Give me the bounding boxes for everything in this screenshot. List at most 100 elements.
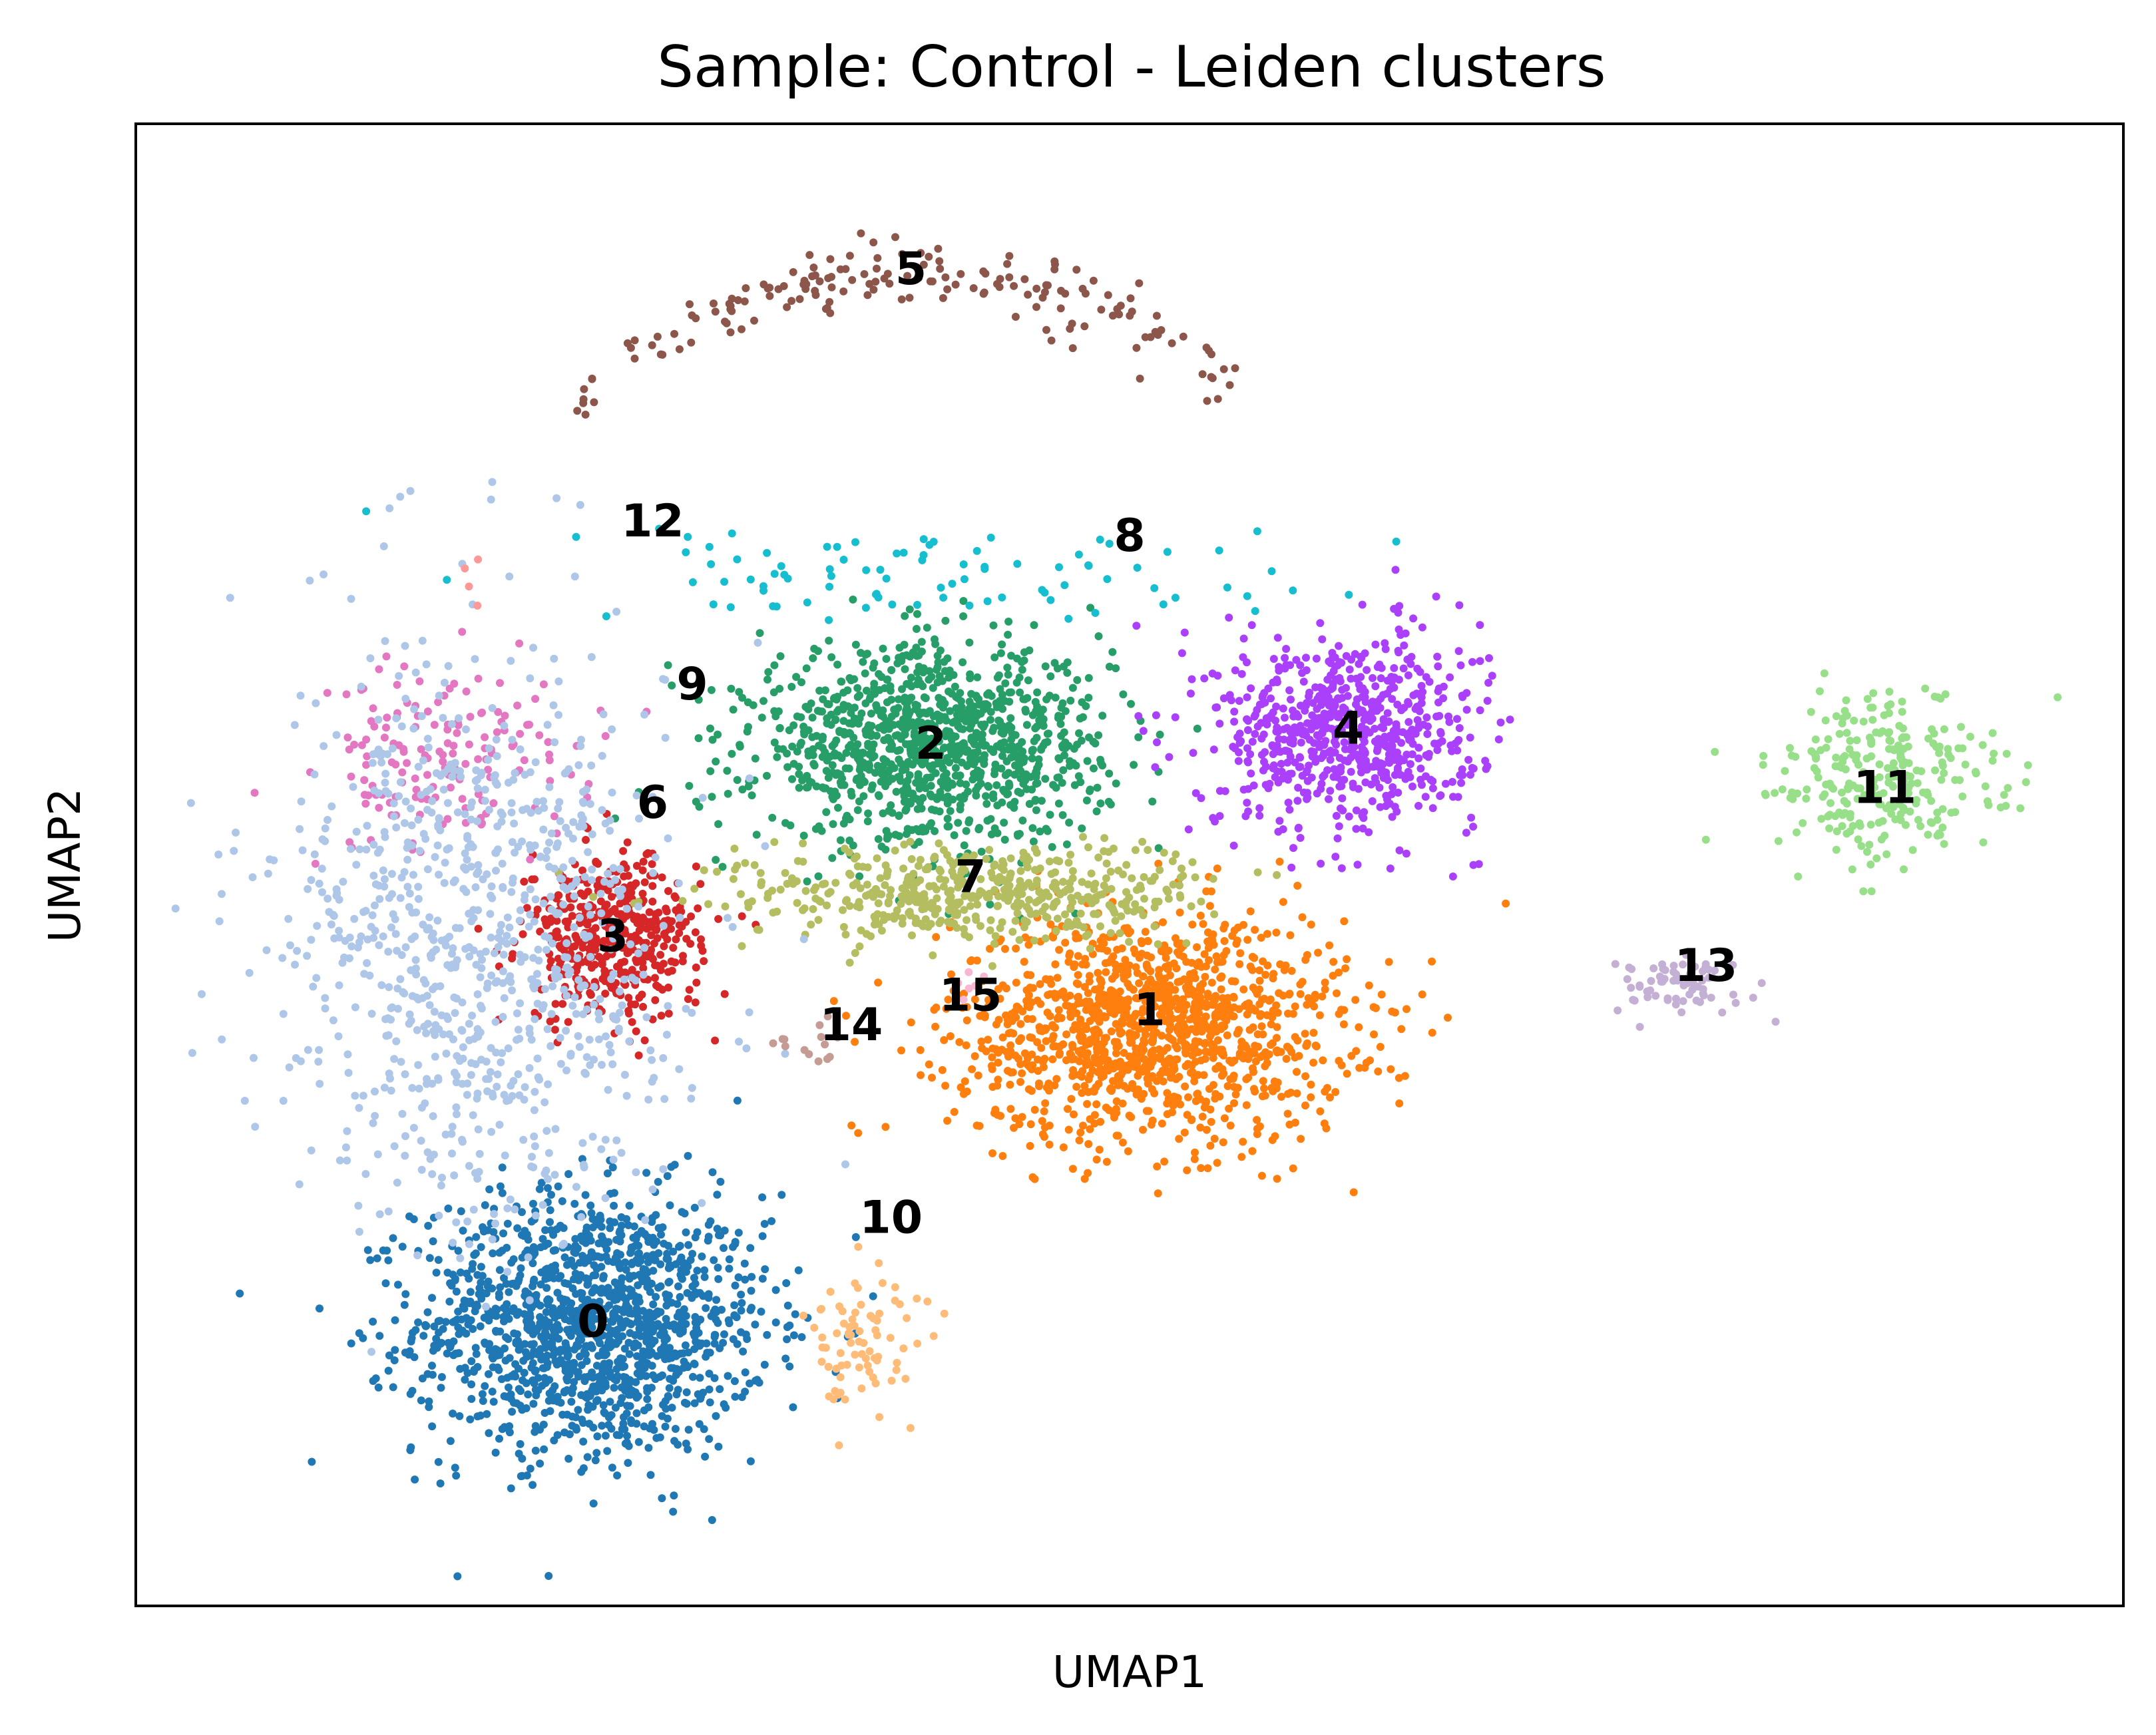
point-cluster-1 bbox=[917, 1071, 925, 1079]
point-cluster-2 bbox=[776, 652, 785, 660]
point-cluster-0 bbox=[705, 1435, 714, 1444]
point-cluster-2 bbox=[797, 678, 805, 687]
point-cluster-1 bbox=[1163, 1099, 1172, 1108]
point-cluster-0 bbox=[627, 1377, 636, 1386]
point-cluster-2 bbox=[931, 769, 940, 777]
point-cluster-0 bbox=[679, 1349, 688, 1358]
point-cluster-1 bbox=[1068, 1165, 1077, 1173]
point-cluster-1 bbox=[1084, 1140, 1093, 1148]
point-cluster-4 bbox=[1253, 722, 1262, 731]
point-cluster-0 bbox=[579, 1438, 588, 1446]
point-cluster-0 bbox=[541, 1265, 550, 1274]
point-cluster-2 bbox=[931, 827, 939, 835]
point-cluster-0 bbox=[705, 1385, 714, 1394]
point-cluster-0 bbox=[524, 1390, 533, 1399]
point-cluster-1 bbox=[1069, 1066, 1078, 1074]
point-cluster-1 bbox=[1144, 937, 1152, 946]
point-cluster-1 bbox=[1085, 977, 1094, 986]
point-cluster-0 bbox=[636, 1332, 645, 1340]
point-cluster-1 bbox=[1319, 1056, 1327, 1065]
point-cluster-1 bbox=[1130, 945, 1138, 954]
point-cluster-3 bbox=[638, 889, 647, 898]
point-cluster-2 bbox=[947, 741, 956, 750]
point-cluster-1 bbox=[1088, 1087, 1097, 1095]
point-cluster-1 bbox=[1251, 1042, 1259, 1050]
point-cluster-0 bbox=[537, 1332, 546, 1341]
point-cluster-2 bbox=[1016, 760, 1024, 769]
point-cluster-1 bbox=[1067, 1095, 1076, 1103]
point-cluster-1 bbox=[1092, 1029, 1100, 1038]
point-cluster-0 bbox=[642, 1337, 651, 1346]
point-cluster-1 bbox=[1235, 960, 1244, 968]
point-cluster-0 bbox=[570, 1275, 578, 1284]
point-cluster-0 bbox=[714, 1318, 722, 1327]
point-cluster-4 bbox=[1408, 750, 1416, 759]
point-cluster-4 bbox=[1376, 803, 1385, 811]
point-cluster-2 bbox=[793, 712, 801, 721]
point-cluster-0 bbox=[463, 1297, 471, 1306]
point-cluster-2 bbox=[881, 845, 890, 854]
point-cluster-2 bbox=[947, 750, 956, 759]
point-cluster-1 bbox=[1175, 1073, 1184, 1081]
point-cluster-1 bbox=[1173, 1024, 1182, 1033]
point-cluster-2 bbox=[902, 651, 911, 660]
point-cluster-2 bbox=[921, 827, 930, 835]
point-cluster-0 bbox=[495, 1293, 503, 1301]
point-cluster-2 bbox=[1004, 769, 1013, 777]
point-cluster-1 bbox=[1257, 934, 1265, 942]
point-cluster-3 bbox=[659, 960, 668, 968]
point-cluster-1 bbox=[1225, 1104, 1233, 1113]
point-cluster-2 bbox=[867, 709, 875, 718]
point-cluster-0 bbox=[670, 1491, 678, 1500]
point-cluster-4 bbox=[1336, 677, 1345, 685]
point-cluster-4 bbox=[1305, 735, 1314, 744]
point-cluster-2 bbox=[972, 786, 980, 795]
point-cluster-4 bbox=[1441, 779, 1450, 788]
point-cluster-2 bbox=[1063, 658, 1072, 667]
point-cluster-0 bbox=[710, 1374, 719, 1382]
point-cluster-2 bbox=[1031, 797, 1040, 805]
point-cluster-2 bbox=[1086, 604, 1095, 612]
point-cluster-2 bbox=[949, 795, 957, 804]
point-cluster-0 bbox=[698, 1253, 706, 1260]
point-cluster-1 bbox=[1179, 1019, 1187, 1028]
point-cluster-0 bbox=[374, 1383, 383, 1392]
point-cluster-2 bbox=[825, 700, 833, 709]
point-cluster-2 bbox=[977, 721, 986, 729]
point-cluster-0 bbox=[483, 1282, 492, 1290]
point-cluster-4 bbox=[1280, 772, 1289, 781]
point-cluster-0 bbox=[485, 1185, 494, 1194]
point-cluster-1 bbox=[1107, 1087, 1116, 1095]
point-cluster-2 bbox=[839, 688, 848, 697]
point-cluster-0 bbox=[771, 1286, 780, 1294]
point-cluster-0 bbox=[676, 1329, 684, 1338]
point-cluster-0 bbox=[607, 1411, 616, 1420]
point-cluster-4 bbox=[1345, 812, 1353, 821]
point-cluster-0 bbox=[481, 1382, 489, 1390]
point-cluster-4 bbox=[1208, 670, 1217, 677]
point-cluster-2 bbox=[879, 809, 887, 818]
point-cluster-3 bbox=[645, 908, 654, 916]
point-cluster-0 bbox=[666, 1374, 674, 1383]
point-cluster-1 bbox=[1218, 994, 1227, 1002]
point-cluster-1 bbox=[1256, 1053, 1265, 1061]
point-cluster-3 bbox=[571, 932, 580, 940]
point-cluster-2 bbox=[853, 693, 862, 701]
point-cluster-0 bbox=[608, 1338, 617, 1347]
point-cluster-1 bbox=[1159, 918, 1167, 926]
point-cluster-1 bbox=[1118, 1028, 1126, 1037]
point-cluster-1 bbox=[1201, 972, 1209, 981]
point-cluster-4 bbox=[1244, 785, 1253, 793]
point-cluster-1 bbox=[1209, 940, 1218, 949]
point-cluster-1 bbox=[1188, 1051, 1197, 1060]
point-cluster-1 bbox=[1006, 1041, 1015, 1050]
point-cluster-2 bbox=[986, 745, 995, 753]
point-cluster-3 bbox=[672, 906, 680, 914]
point-cluster-2 bbox=[900, 789, 909, 798]
point-cluster-2 bbox=[972, 729, 980, 737]
point-cluster-1 bbox=[1228, 932, 1237, 940]
point-cluster-3 bbox=[684, 995, 692, 1004]
point-cluster-2 bbox=[799, 831, 808, 840]
point-cluster-3 bbox=[651, 974, 659, 982]
point-cluster-0 bbox=[783, 1301, 792, 1310]
